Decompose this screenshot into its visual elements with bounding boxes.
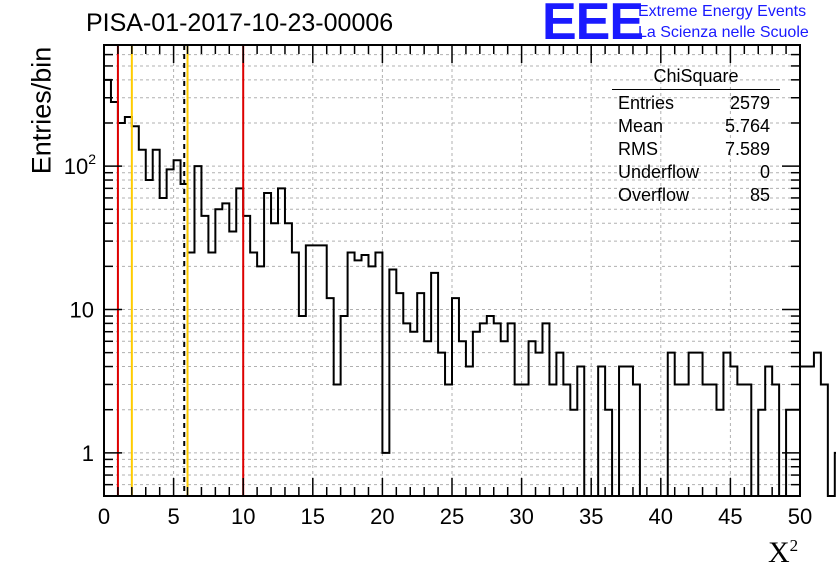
- x-tick-label: 20: [370, 504, 394, 529]
- stats-row-rms: RMS 7.589: [612, 138, 780, 161]
- x-axis-label: X2: [768, 536, 798, 570]
- stats-box: ChiSquare Entries 2579 Mean 5.764 RMS 7.…: [612, 64, 780, 207]
- stats-label: Entries: [618, 93, 675, 113]
- stats-label: Mean: [618, 116, 664, 136]
- x-tick-label: 45: [718, 504, 742, 529]
- stats-value: 2579: [729, 93, 770, 113]
- stats-label: RMS: [618, 139, 658, 159]
- x-tick-label: 0: [98, 504, 110, 529]
- stats-value: 7.589: [724, 139, 770, 159]
- marker-lines: [116, 45, 245, 496]
- stats-value: 5.764: [724, 116, 770, 136]
- y-tick-label: 102: [64, 151, 96, 179]
- stats-value: 0: [759, 162, 770, 182]
- logo-line-2: La Scienza nelle Scuole: [638, 24, 809, 41]
- logo-line-1: Extreme Energy Events: [638, 3, 807, 20]
- chart-title: PISA-01-2017-10-23-00006: [86, 9, 394, 37]
- stats-divider: [612, 89, 780, 90]
- x-axis-label-base: X: [768, 536, 790, 569]
- x-tick-label: 25: [440, 504, 464, 529]
- y-axis-label: Entries/bin: [26, 46, 57, 175]
- stats-title: ChiSquare: [653, 66, 739, 86]
- x-axis-label-sup: 2: [789, 536, 799, 555]
- y-tick-label: 10: [70, 297, 94, 322]
- stats-row-mean: Mean 5.764: [612, 115, 780, 138]
- stats-row-entries: Entries 2579: [612, 92, 780, 115]
- stats-label: Underflow: [618, 162, 700, 182]
- y-tick-label-sup: 2: [88, 151, 96, 167]
- y-tick-label: 1: [82, 441, 94, 466]
- y-tick-label-base: 10: [64, 154, 88, 179]
- logo-mark: EEE: [542, 0, 644, 51]
- eee-logo: EEE Extreme Energy Events La Scienza nel…: [542, 0, 836, 51]
- x-tick-label: 40: [649, 504, 673, 529]
- stats-value: 85: [749, 185, 770, 205]
- x-tick-label: 5: [167, 504, 179, 529]
- histogram: [104, 78, 836, 497]
- stats-row-underflow: Underflow 0: [612, 161, 780, 184]
- stats-row-overflow: Overflow 85: [612, 184, 780, 207]
- histogram-outline: [104, 78, 836, 497]
- x-tick-label: 50: [788, 504, 812, 529]
- x-tick-label: 15: [301, 504, 325, 529]
- x-tick-label: 10: [231, 504, 255, 529]
- x-tick-label: 30: [509, 504, 533, 529]
- x-tick-label: 35: [579, 504, 603, 529]
- stats-label: Overflow: [618, 185, 690, 205]
- axis-ticks: [103, 45, 801, 496]
